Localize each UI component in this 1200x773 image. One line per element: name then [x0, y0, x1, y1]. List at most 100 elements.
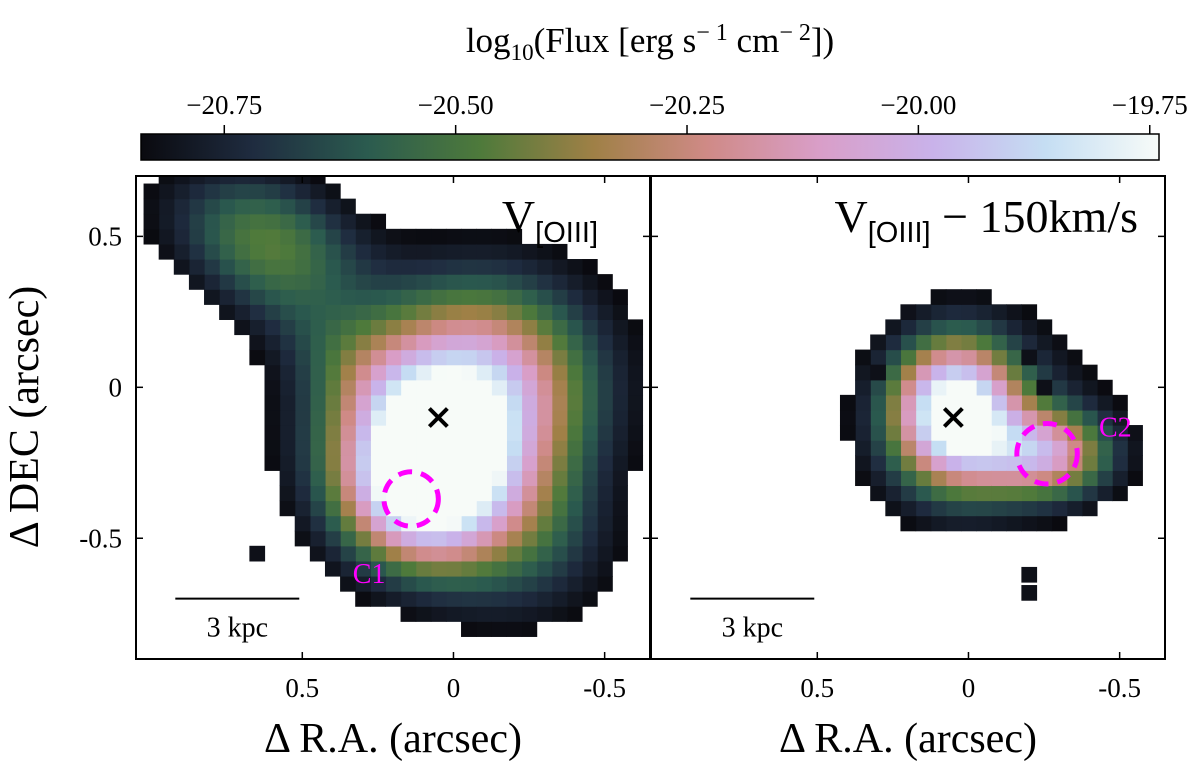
flux-pixel — [551, 304, 568, 320]
flux-pixel — [204, 183, 220, 200]
flux-pixel — [249, 198, 266, 215]
flux-pixel — [294, 319, 311, 336]
flux-pixel — [309, 228, 326, 245]
flux-pixel — [279, 183, 296, 200]
flux-pixel — [400, 228, 417, 245]
flux-pixel — [219, 176, 235, 185]
flux-pixel — [309, 364, 326, 381]
flux-pixel — [400, 440, 417, 456]
flux-pixel — [400, 606, 417, 622]
flux-pixel — [370, 530, 387, 547]
flux-pixel — [491, 515, 507, 532]
flux-pixel — [279, 364, 296, 381]
flux-pixel — [991, 304, 1007, 320]
flux-pixel — [461, 379, 477, 396]
flux-pixel — [430, 334, 447, 351]
flux-pixel — [294, 228, 311, 245]
flux-pixel — [566, 560, 583, 577]
flux-pixel — [158, 176, 175, 185]
flux-pixel — [491, 425, 507, 441]
flux-pixel — [415, 440, 432, 456]
flux-pixel — [264, 198, 281, 215]
flux-pixel — [566, 500, 583, 517]
flux-pixel — [1066, 364, 1083, 381]
flux-pixel — [960, 394, 977, 411]
flux-pixel — [445, 455, 462, 471]
flux-pixel — [945, 485, 962, 502]
flux-pixel — [264, 334, 281, 351]
flux-pixel — [976, 289, 992, 305]
flux-pixel — [234, 183, 250, 200]
flux-pixel — [1036, 379, 1053, 396]
flux-pixel — [536, 560, 553, 577]
flux-pixel — [445, 319, 462, 336]
flux-pixel — [445, 304, 462, 320]
flux-pixel — [491, 606, 507, 622]
flux-pixel — [324, 349, 341, 366]
flux-pixel — [597, 440, 613, 456]
flux-pixel — [1066, 349, 1083, 366]
flux-pixel — [1051, 485, 1068, 502]
flux-pixel — [1021, 409, 1038, 426]
flux-pixel — [960, 409, 977, 426]
flux-pixel — [536, 515, 553, 532]
flux-pixel — [430, 289, 447, 305]
flux-pixel — [581, 349, 598, 366]
flux-pixel — [945, 515, 962, 532]
flux-pixel — [476, 334, 492, 351]
flux-pixel — [461, 440, 477, 456]
flux-pixel — [279, 485, 296, 502]
flux-pixel — [264, 440, 281, 456]
flux-pixel — [536, 319, 553, 336]
flux-pixel — [385, 379, 402, 396]
flux-pixel — [188, 259, 205, 275]
flux-pixel — [400, 349, 417, 366]
flux-pixel — [885, 409, 902, 426]
flux-pixel — [188, 243, 205, 260]
flux-pixel — [1021, 440, 1038, 456]
flux-pixel — [461, 530, 477, 547]
flux-pixel — [521, 394, 538, 411]
flux-pixel — [400, 259, 417, 275]
flux-pixel — [991, 515, 1007, 532]
flux-pixel — [324, 425, 341, 441]
flux-pixel — [551, 530, 568, 547]
flux-pixel — [976, 485, 992, 502]
flux-pixel — [188, 228, 205, 245]
flux-pixel — [915, 470, 932, 487]
flux-pixel — [991, 440, 1007, 456]
flux-pixel — [870, 409, 886, 426]
flux-pixel — [461, 500, 477, 517]
flux-pixel — [324, 379, 341, 396]
flux-pixel — [445, 289, 462, 305]
flux-pixel — [536, 470, 553, 487]
flux-pixel — [461, 485, 477, 502]
colorbar-tick-label-4: −19.75 — [1112, 90, 1188, 120]
flux-pixel — [566, 591, 583, 607]
flux-pixel — [551, 591, 568, 607]
flux-pixel — [385, 591, 402, 607]
flux-pixel — [340, 409, 356, 426]
flux-pixel — [566, 394, 583, 411]
flux-pixel — [355, 349, 371, 366]
flux-pixel — [900, 485, 917, 502]
flux-pixel — [461, 575, 477, 592]
flux-pixel — [400, 530, 417, 547]
flux-pixel — [1112, 455, 1128, 471]
flux-pixel — [340, 485, 356, 502]
flux-pixel — [355, 470, 371, 487]
flux-pixel — [930, 289, 947, 305]
flux-pixel — [309, 515, 326, 532]
flux-pixel — [551, 560, 568, 577]
flux-pixel — [627, 394, 644, 411]
flux-pixel — [234, 176, 250, 185]
flux-pixel — [900, 364, 917, 381]
flux-pixel — [294, 530, 311, 547]
flux-pixel — [491, 485, 507, 502]
flux-pixel — [476, 575, 492, 592]
flux-pixel — [1112, 440, 1128, 456]
flux-pixel — [309, 379, 326, 396]
flux-pixel — [1066, 379, 1083, 396]
flux-pixel — [581, 545, 598, 562]
flux-pixel — [370, 470, 387, 487]
